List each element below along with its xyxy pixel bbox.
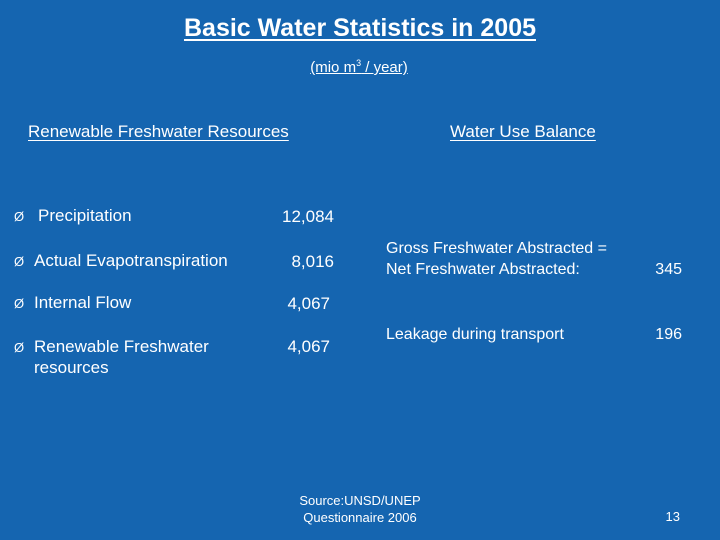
arrow-bullet-icon: Ø [14,340,25,355]
list-item-renewable-resources: Ø Renewable Freshwater [14,337,209,357]
renewable-resources-value: 4,067 [287,337,330,356]
unit-subtitle: (mio m3 / year) [310,58,408,76]
leakage-label: Leakage during transport [386,326,564,343]
list-item-label: Actual Evapotranspiration [34,251,228,270]
list-item-precipitation: Ø Precipitation [14,206,132,226]
arrow-bullet-icon: Ø [14,296,25,311]
list-item-label: Renewable Freshwater [34,337,209,356]
arrow-bullet-icon: Ø [14,254,25,269]
list-item-evapotranspiration: Ø Actual Evapotranspiration [14,251,228,271]
list-item-label: Precipitation [38,206,132,225]
evapotranspiration-value: 8,016 [291,252,334,271]
gross-abstracted-label: Gross Freshwater Abstracted = Net Freshw… [386,240,607,278]
precipitation-value: 12,084 [282,207,334,226]
slide-title: Basic Water Statistics in 2005 [183,14,536,42]
list-item-label: Internal Flow [34,293,132,312]
leakage-value: 196 [655,326,682,343]
resources-heading: Renewable Freshwater Resources [28,122,289,141]
balance-heading: Water Use Balance [450,122,596,141]
internal-flow-value: 4,067 [287,294,330,313]
gross-abstracted-value: 345 [655,261,682,278]
page-number: 13 [665,509,680,524]
list-item-internal-flow: Ø Internal Flow [14,293,131,313]
source-note: Source:UNSD/UNEP Questionnaire 2006 [299,493,421,525]
list-item-label-continued: resources [34,358,109,377]
arrow-bullet-icon: Ø [14,209,25,224]
